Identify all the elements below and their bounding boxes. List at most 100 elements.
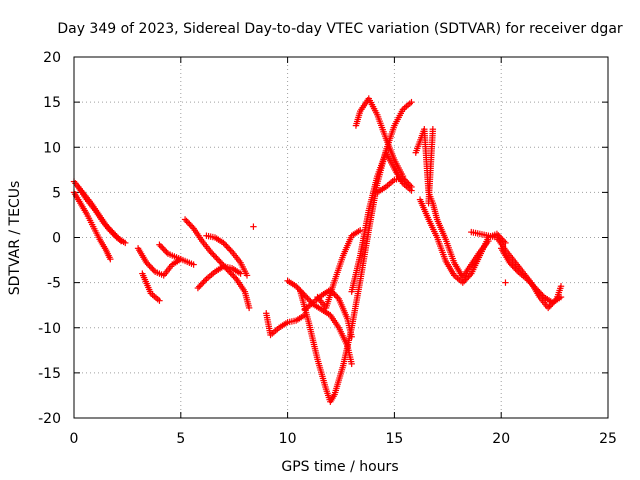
axis-ticks: 0 5 10 15 20 25 -20 -15 -10 -5 0 5 10 15 20 [38, 50, 617, 447]
data-point [197, 281, 204, 289]
data-point [348, 360, 355, 368]
x-tick-label: 15 [385, 431, 403, 447]
data-point [405, 180, 412, 188]
x-tick-label: 0 [70, 431, 79, 447]
data-point [546, 303, 553, 310]
series-trace-8 [203, 232, 251, 279]
data-point [110, 230, 118, 237]
data-point [332, 292, 340, 300]
series-trace-12 [297, 98, 415, 405]
data-point [404, 179, 411, 186]
series-trace-23 [502, 279, 509, 286]
plot-frame [73, 56, 609, 419]
data-point [512, 265, 519, 272]
data-point [237, 270, 244, 277]
data-point [408, 183, 415, 191]
data-point [116, 236, 123, 243]
x-tick-label: 5 [176, 431, 185, 447]
data-point [530, 283, 538, 290]
y-tick-label: -10 [38, 321, 61, 337]
data-point [114, 234, 122, 242]
data-point [245, 304, 253, 312]
data-point [190, 261, 197, 268]
data-point [226, 245, 233, 253]
data-point [510, 264, 518, 271]
x-tick-label: 10 [279, 431, 297, 447]
data-point [544, 304, 552, 312]
data-point [223, 242, 230, 250]
data-point [462, 276, 469, 283]
data-point [144, 261, 152, 268]
series-trace-15 [314, 227, 364, 312]
series-trace-7 [181, 216, 253, 312]
series-trace-9 [194, 263, 244, 292]
chart-title: Day 349 of 2023, Sidereal Day-to-day VTE… [57, 21, 623, 37]
series-trace-10 [250, 223, 257, 230]
data-point [250, 223, 257, 230]
data-point [117, 237, 125, 245]
y-tick-label: -5 [47, 276, 61, 292]
data-point [181, 216, 189, 223]
data-point [533, 286, 540, 293]
x-axis-label: GPS time / hours [281, 459, 398, 475]
data-point [147, 264, 155, 271]
data-point [532, 284, 539, 292]
data-point [465, 273, 472, 280]
series-trace-22 [498, 245, 565, 306]
data-point [220, 239, 227, 247]
series-trace-16 [348, 149, 415, 295]
data-point [104, 224, 112, 231]
y-tick-label: 20 [43, 50, 61, 66]
data-point [207, 248, 214, 256]
data-point [163, 249, 170, 256]
data-point [401, 176, 408, 183]
data-point [113, 233, 120, 240]
data-point [399, 174, 407, 182]
data-point [513, 267, 521, 274]
data-point [216, 257, 223, 265]
data-point [526, 278, 533, 286]
y-tick-label: 5 [52, 185, 61, 201]
data-point [157, 243, 165, 250]
data-point [221, 241, 229, 248]
data-point [535, 287, 542, 295]
data-point [107, 227, 115, 234]
data-point [210, 251, 217, 259]
data-point [305, 296, 313, 303]
data-point [194, 284, 202, 292]
data-point [143, 259, 150, 266]
data-point [402, 177, 409, 185]
grid-lines [74, 57, 608, 418]
data-marks [70, 95, 565, 405]
series-trace-14 [284, 277, 355, 368]
data-point [227, 247, 234, 254]
data-point [523, 275, 531, 283]
data-point [149, 265, 156, 272]
y-tick-label: 0 [52, 231, 61, 247]
data-point [506, 259, 513, 266]
series-trace-5 [139, 270, 163, 304]
data-point [509, 262, 516, 269]
data-point [429, 126, 437, 133]
data-point [183, 217, 190, 225]
data-point [228, 271, 236, 278]
data-point [298, 289, 306, 296]
data-point [302, 293, 310, 300]
data-point [226, 268, 233, 275]
x-tick-label: 20 [492, 431, 510, 447]
series-trace-13 [301, 286, 355, 340]
data-point [106, 225, 113, 233]
data-point [294, 284, 301, 291]
data-point [408, 98, 415, 106]
data-point [460, 277, 468, 285]
series-trace-18 [374, 174, 415, 196]
y-tick-label: -20 [38, 411, 61, 427]
data-point [463, 274, 471, 282]
data-point [100, 219, 108, 227]
data-point [348, 333, 355, 340]
data-point [200, 278, 207, 286]
data-point [295, 286, 303, 293]
data-point [198, 280, 206, 287]
data-point [146, 262, 153, 269]
